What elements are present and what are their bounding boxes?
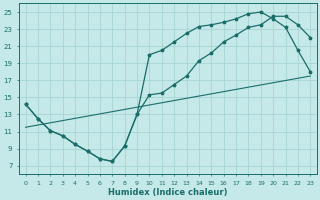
X-axis label: Humidex (Indice chaleur): Humidex (Indice chaleur)	[108, 188, 228, 197]
